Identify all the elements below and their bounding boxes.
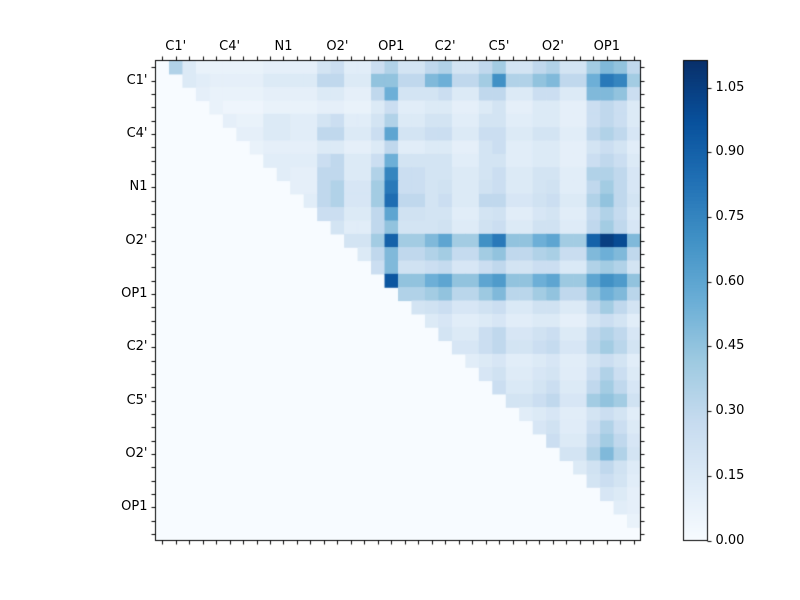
x-tick-label: C2' <box>434 38 456 54</box>
y-tick-label: OP1 <box>121 499 148 515</box>
y-tick-label: C2' <box>126 339 148 355</box>
colorbar-tick-label: 0.00 <box>715 532 745 548</box>
y-tick-label: O2' <box>125 232 148 248</box>
y-tick-label: O2' <box>125 445 148 461</box>
x-tick-label: O2' <box>326 38 349 54</box>
x-tick-label: OP1 <box>378 38 405 54</box>
y-tick-label: C4' <box>126 125 148 141</box>
colorbar-tick-label: 0.30 <box>715 403 745 419</box>
colorbar-tick-label: 1.05 <box>715 79 745 95</box>
x-tick-label: C4' <box>219 38 241 54</box>
x-tick-label: N1 <box>274 38 293 54</box>
colorbar-tick-label: 0.75 <box>715 209 745 225</box>
colorbar-tick-label: 0.45 <box>715 338 745 354</box>
x-tick-label: OP1 <box>593 38 620 54</box>
x-tick-label: C5' <box>488 38 510 54</box>
y-tick-label: C5' <box>126 392 148 408</box>
y-tick-label: N1 <box>129 179 148 195</box>
y-tick-label: C1' <box>126 72 148 88</box>
y-tick-label: OP1 <box>121 285 148 301</box>
x-tick-label: C1' <box>165 38 187 54</box>
colorbar-tick-label: 0.60 <box>715 273 745 289</box>
colorbar-tick-label: 0.90 <box>715 144 745 160</box>
x-tick-label: O2' <box>541 38 564 54</box>
colorbar-tick-label: 0.15 <box>715 467 745 483</box>
